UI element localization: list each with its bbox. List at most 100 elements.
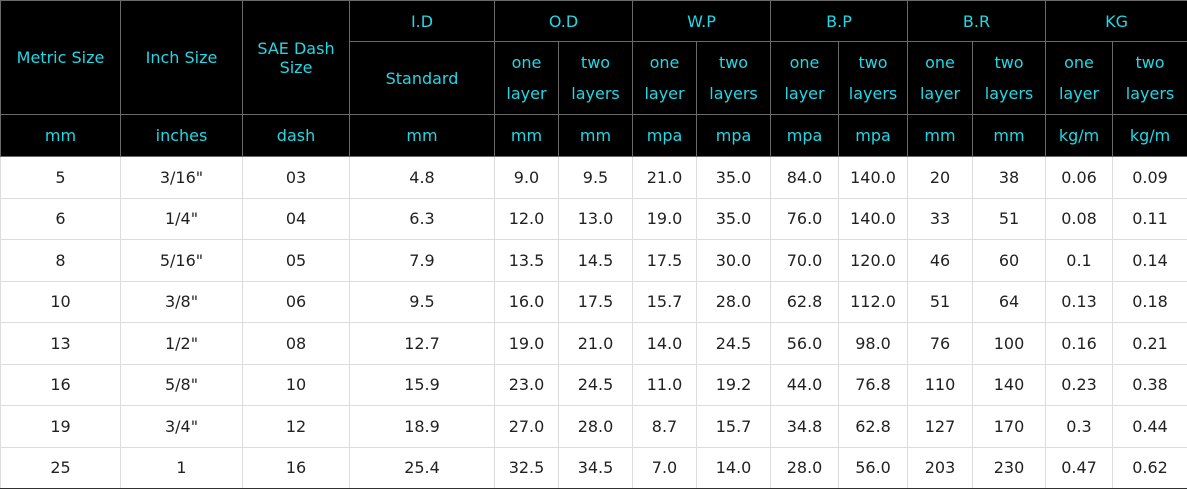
table-cell: 04 bbox=[242, 197, 350, 240]
table-cell: 0.23 bbox=[1045, 363, 1114, 406]
table-cell: 14.0 bbox=[696, 446, 772, 489]
table-cell: 98.0 bbox=[838, 322, 909, 365]
table-cell: 15.7 bbox=[696, 405, 772, 448]
sub-header: two layers bbox=[838, 41, 909, 115]
table-cell: 6 bbox=[0, 197, 121, 240]
table-body: 5 3/16" 03 4.8 9.0 9.5 21.0 35.0 84.0 140.0 20 38 0.… bbox=[0, 156, 1187, 489]
column-header: Inch Size bbox=[120, 0, 243, 115]
table-cell: 140.0 bbox=[838, 156, 909, 199]
table-cell: 0.08 bbox=[1045, 197, 1114, 240]
table-cell: 3/16" bbox=[120, 156, 243, 199]
table-cell: 7.0 bbox=[632, 446, 698, 489]
table-cell: 28.0 bbox=[770, 446, 840, 489]
sub-header: one layer bbox=[770, 41, 840, 115]
table-cell: 1 bbox=[120, 446, 243, 489]
table-cell: 19 bbox=[0, 405, 121, 448]
table-cell: 230 bbox=[972, 446, 1047, 489]
unit-header: mm bbox=[907, 114, 974, 157]
table-cell: 60 bbox=[972, 239, 1047, 282]
unit-header: mm bbox=[557, 114, 634, 157]
column-header: SAE Dash Size bbox=[242, 0, 350, 115]
table-cell: 10 bbox=[0, 280, 121, 323]
table-cell: 5/8" bbox=[120, 363, 243, 406]
table-cell: 0.47 bbox=[1045, 446, 1114, 489]
table-cell: 46 bbox=[907, 239, 974, 282]
group-header: B.P bbox=[770, 0, 909, 42]
table-cell: 25.4 bbox=[349, 446, 495, 489]
table-cell: 8 bbox=[0, 239, 121, 282]
table-cell: 5/16" bbox=[120, 239, 243, 282]
table-row: 13 1/2" 08 12.7 19.0 21.0 14.0 24.5 56.0 98.0 76 10… bbox=[0, 322, 1187, 365]
sub-header: one layer bbox=[1045, 41, 1114, 115]
sub-header: two layers bbox=[1112, 41, 1187, 115]
table-cell: 0.11 bbox=[1112, 197, 1187, 240]
table-cell: 0.18 bbox=[1112, 280, 1187, 323]
table-cell: 34.8 bbox=[770, 405, 840, 448]
table-cell: 08 bbox=[242, 322, 350, 365]
table-cell: 62.8 bbox=[838, 405, 909, 448]
group-row: Metric Size Inch Size SAE Dash Size I.D O.D W… bbox=[0, 0, 1187, 115]
table-cell: 9.5 bbox=[557, 156, 634, 199]
table-header: Metric Size Inch Size SAE Dash Size I.D O.D W… bbox=[0, 0, 1187, 157]
table-cell: 12.7 bbox=[349, 322, 495, 365]
table-cell: 24.5 bbox=[696, 322, 772, 365]
table-cell: 3/4" bbox=[120, 405, 243, 448]
table-cell: 23.0 bbox=[494, 363, 559, 406]
table-cell: 203 bbox=[907, 446, 974, 489]
table-cell: 100 bbox=[972, 322, 1047, 365]
table-cell: 03 bbox=[242, 156, 350, 199]
table-cell: 112.0 bbox=[838, 280, 909, 323]
table-cell: 18.9 bbox=[349, 405, 495, 448]
table-cell: 0.06 bbox=[1045, 156, 1114, 199]
table-cell: 28.0 bbox=[557, 405, 634, 448]
group-header: O.D bbox=[493, 0, 634, 42]
table-cell: 06 bbox=[242, 280, 350, 323]
group-header: I.D bbox=[349, 0, 495, 42]
table-cell: 14.5 bbox=[557, 239, 634, 282]
table-cell: 56.0 bbox=[770, 322, 840, 365]
table-cell: 24.5 bbox=[557, 363, 634, 406]
table-cell: 56.0 bbox=[838, 446, 909, 489]
table-cell: 21.0 bbox=[632, 156, 698, 199]
table-cell: 27.0 bbox=[494, 405, 559, 448]
table-cell: 0.38 bbox=[1112, 363, 1187, 406]
table-cell: 38 bbox=[972, 156, 1047, 199]
table-cell: 10 bbox=[242, 363, 350, 406]
sub-header: one layer bbox=[632, 41, 698, 115]
table-cell: 35.0 bbox=[696, 197, 772, 240]
table-cell: 21.0 bbox=[557, 322, 634, 365]
table-cell: 32.5 bbox=[494, 446, 559, 489]
table-cell: 1/2" bbox=[120, 322, 243, 365]
sub-header: two layers bbox=[696, 41, 772, 115]
table-cell: 16.0 bbox=[494, 280, 559, 323]
table-cell: 0.3 bbox=[1045, 405, 1114, 448]
table-cell: 12 bbox=[242, 405, 350, 448]
table-row: 25 1 16 25.4 32.5 34.5 7.0 14.0 28.0 56.0 203 230 0.… bbox=[0, 446, 1187, 489]
table-cell: 14.0 bbox=[632, 322, 698, 365]
table-cell: 0.14 bbox=[1112, 239, 1187, 282]
table-cell: 05 bbox=[242, 239, 350, 282]
table-cell: 9.0 bbox=[494, 156, 559, 199]
group-header: W.P bbox=[632, 0, 772, 42]
table-cell: 19.0 bbox=[494, 322, 559, 365]
sub-row: Standard one layer two layers one layer two … bbox=[1, 41, 1187, 115]
table-cell: 76 bbox=[907, 322, 974, 365]
column-header: Metric Size bbox=[0, 0, 121, 115]
table-cell: 1/4" bbox=[120, 197, 243, 240]
sub-header: one layer bbox=[494, 41, 559, 115]
table-cell: 19.0 bbox=[632, 197, 698, 240]
table-cell: 140.0 bbox=[838, 197, 909, 240]
unit-header: mpa bbox=[770, 114, 840, 157]
sub-header: two layers bbox=[972, 41, 1047, 115]
table-cell: 76.8 bbox=[838, 363, 909, 406]
table-cell: 84.0 bbox=[770, 156, 840, 199]
table-row: 6 1/4" 04 6.3 12.0 13.0 19.0 35.0 76.0 140.0 33 51 0… bbox=[0, 197, 1187, 240]
table-cell: 15.7 bbox=[632, 280, 698, 323]
table-cell: 5 bbox=[0, 156, 121, 199]
table-cell: 17.5 bbox=[632, 239, 698, 282]
table-cell: 34.5 bbox=[557, 446, 634, 489]
unit-header: mpa bbox=[632, 114, 698, 157]
unit-header: mpa bbox=[696, 114, 772, 157]
